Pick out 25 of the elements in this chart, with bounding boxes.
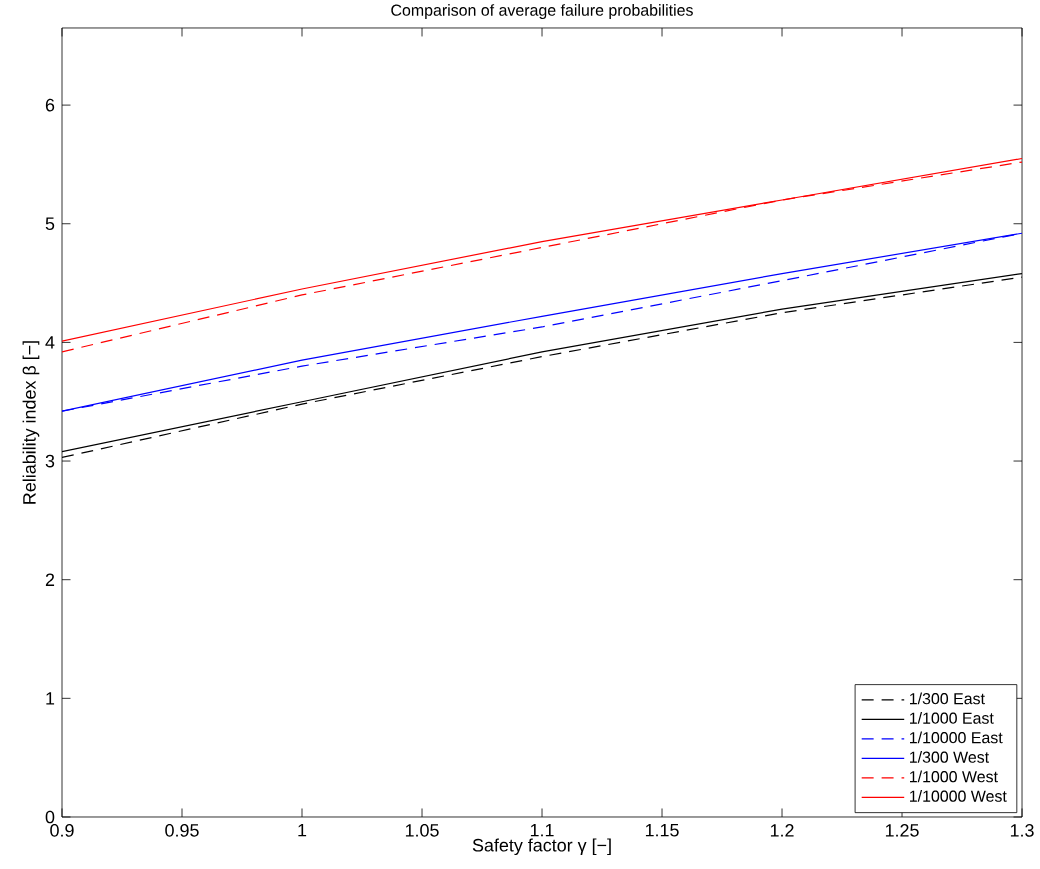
y-tick-label: 2 (45, 573, 55, 586)
y-tick-label: 3 (45, 454, 55, 468)
x-tick-label: 1.3 (1010, 824, 1034, 837)
x-tick-label: 1 (298, 824, 307, 837)
x-tick-label: 0.95 (165, 824, 199, 837)
y-axis-title: Reliability index β [−] (22, 341, 40, 504)
x-tick-label: 1.15 (645, 824, 679, 837)
x-tick-label: 1.1 (530, 824, 554, 837)
y-tick-label: 1 (46, 692, 55, 705)
legend-label: 1/1000 West (910, 770, 998, 783)
legend-label: 1/300 West (910, 751, 990, 763)
y-tick-label: 4 (45, 336, 55, 349)
x-tick-label: 1.2 (770, 824, 794, 837)
x-tick-label: 0.9 (50, 824, 74, 837)
x-tick-label: 1.25 (885, 824, 919, 837)
chart-title: Comparison of average failure probabilities (391, 4, 693, 19)
y-tick-label: 5 (45, 217, 55, 231)
legend-label: 1/10000 East (910, 731, 1003, 744)
legend-label: 1/300 East (910, 692, 985, 705)
legend-label: 1/10000 West (910, 790, 1007, 802)
x-tick-label: 1.05 (405, 824, 439, 837)
y-tick-label: 0 (45, 810, 55, 824)
legend-label: 1/1000 East (910, 712, 994, 724)
y-tick-label: 6 (45, 98, 55, 112)
x-axis-title: Safety factor γ [−] (472, 838, 611, 856)
